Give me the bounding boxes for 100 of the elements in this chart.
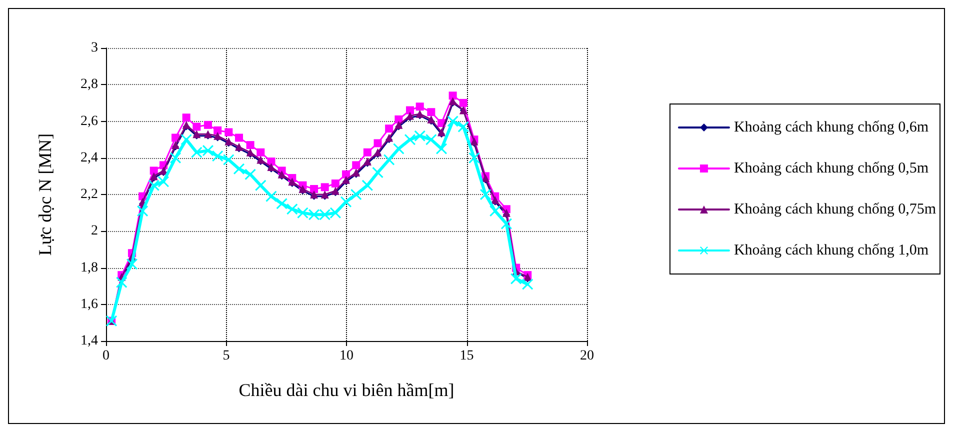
point	[256, 148, 265, 156]
point	[500, 218, 512, 230]
point	[414, 130, 426, 142]
point	[116, 276, 128, 288]
point	[255, 180, 266, 191]
point	[406, 106, 414, 114]
point	[384, 154, 395, 166]
point	[437, 128, 446, 136]
point	[416, 110, 424, 118]
point	[224, 137, 233, 146]
legend-label: Khoảng cách khung chống 1,0m	[734, 242, 929, 258]
y-tick-label: 2,6	[80, 114, 98, 129]
x-tick-label: 5	[222, 348, 230, 364]
point	[244, 168, 256, 180]
point	[276, 198, 288, 210]
point	[404, 134, 416, 146]
y-tick-label: 1,8	[80, 260, 98, 276]
point	[308, 209, 320, 220]
point	[214, 132, 222, 140]
point	[510, 273, 522, 284]
y-tick-label: 2,8	[80, 77, 98, 92]
point	[180, 134, 192, 146]
point	[340, 196, 352, 208]
point	[191, 146, 202, 158]
point	[224, 128, 233, 136]
point	[159, 166, 168, 175]
point	[393, 143, 404, 154]
point	[330, 207, 341, 218]
point	[202, 145, 214, 156]
point	[286, 204, 298, 215]
y-tick-label: 3	[91, 40, 98, 56]
point	[374, 139, 382, 148]
point	[342, 176, 350, 184]
y-tick-label: 1,4	[80, 334, 98, 348]
point	[480, 189, 492, 200]
point	[427, 108, 436, 116]
point	[372, 167, 384, 178]
point	[204, 120, 212, 129]
point	[310, 185, 318, 194]
point	[416, 102, 424, 111]
point	[182, 120, 190, 129]
point	[352, 161, 360, 170]
point	[223, 154, 234, 166]
y-tick-label: 2,4	[80, 150, 98, 166]
point	[297, 207, 308, 218]
point	[468, 152, 480, 164]
point	[148, 180, 160, 191]
legend-label: Khoảng cách khung chống 0,5m	[734, 160, 929, 176]
point	[126, 258, 138, 270]
point	[137, 205, 148, 216]
point	[212, 150, 224, 162]
point	[362, 180, 373, 191]
point	[214, 126, 222, 134]
point	[385, 124, 394, 133]
point	[246, 141, 254, 150]
y-axis-title: Lực dọc N [MN]	[35, 133, 55, 256]
point	[436, 143, 447, 154]
point	[233, 163, 244, 174]
point	[246, 148, 254, 156]
legend-label: Khoảng cách khung chống 0,75m	[734, 202, 936, 218]
point	[385, 134, 394, 142]
point	[448, 92, 457, 100]
x-axis-title: Chiều dài chu vi biên hầm[m]	[238, 380, 454, 400]
point	[522, 278, 534, 290]
x-tick-label: 20	[580, 348, 594, 364]
x-tick-label: 15	[460, 348, 474, 364]
point	[278, 170, 286, 178]
y-tick-label: 1,6	[80, 296, 98, 312]
point	[374, 148, 382, 156]
point	[234, 134, 243, 142]
point	[459, 98, 468, 107]
point	[331, 180, 340, 188]
point	[331, 186, 340, 195]
point	[288, 178, 296, 186]
y-tick-label: 2,2	[80, 187, 98, 202]
legend-label: Khoảng cách khung chống 0,6m	[734, 120, 929, 136]
point	[150, 172, 158, 180]
point	[491, 196, 500, 204]
point	[490, 205, 501, 216]
point	[234, 142, 243, 151]
point	[170, 152, 182, 164]
point	[350, 189, 362, 200]
point	[426, 134, 437, 146]
x-tick-label: 10	[340, 348, 354, 364]
point	[319, 209, 330, 220]
point	[394, 120, 403, 129]
point	[320, 183, 329, 192]
point	[256, 156, 265, 164]
point	[406, 112, 414, 120]
point	[150, 166, 158, 175]
point	[502, 208, 510, 217]
point	[158, 176, 169, 188]
point	[427, 115, 436, 124]
point	[182, 114, 190, 122]
point	[458, 121, 469, 132]
x-tick-label: 0	[102, 348, 110, 364]
point	[447, 116, 458, 127]
point	[266, 190, 277, 202]
y-tick-label: 2	[91, 224, 98, 239]
point	[363, 148, 372, 156]
